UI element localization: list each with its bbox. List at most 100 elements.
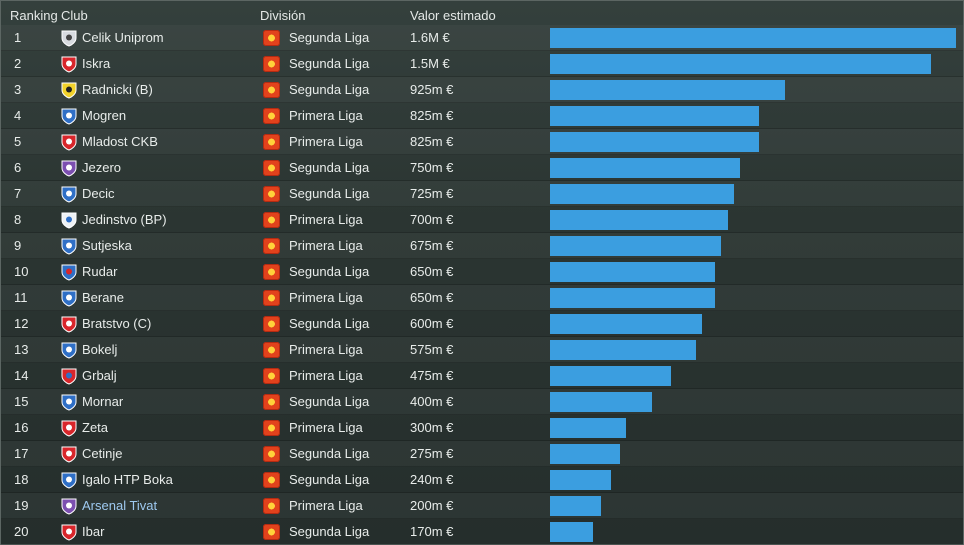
rank-label: 9 — [14, 238, 22, 253]
division-name[interactable]: Segunda Liga — [289, 394, 370, 409]
division-name[interactable]: Segunda Liga — [289, 82, 370, 97]
division-name[interactable]: Primera Liga — [289, 134, 363, 149]
table-row[interactable]: 3 Radnicki (B) Segunda Liga 925m € — [1, 77, 963, 103]
division-name[interactable]: Segunda Liga — [289, 30, 370, 45]
division-name[interactable]: Primera Liga — [289, 238, 363, 253]
red-round-crest-icon — [61, 134, 77, 151]
club-name[interactable]: Arsenal Tivat — [82, 498, 158, 513]
club-name[interactable]: Grbalj — [82, 368, 117, 383]
club-name[interactable]: Ibar — [82, 524, 105, 539]
table-row[interactable]: 16 Zeta Primera Liga 300m € — [1, 415, 963, 441]
division-name[interactable]: Primera Liga — [289, 108, 363, 123]
table-row[interactable]: 6 Jezero Segunda Liga 750m € — [1, 155, 963, 181]
table-row[interactable]: 12 Bratstvo (C) Segunda Liga 600m € — [1, 311, 963, 337]
header-division[interactable]: División — [260, 8, 306, 23]
header-value[interactable]: Valor estimado — [410, 8, 496, 23]
rank-label: 15 — [14, 394, 29, 409]
rank-label: 6 — [14, 160, 22, 175]
table-row[interactable]: 14 Grbalj Primera Liga 475m € — [1, 363, 963, 389]
table-row[interactable]: 19 Arsenal Tivat Primera Liga 200m € — [1, 493, 963, 519]
club-name[interactable]: Igalo HTP Boka — [82, 472, 173, 487]
club-name[interactable]: Bratstvo (C) — [82, 316, 152, 331]
table-row[interactable]: 5 Mladost CKB Primera Liga 825m € — [1, 129, 963, 155]
value-label: 650m € — [410, 264, 454, 279]
division-name[interactable]: Primera Liga — [289, 498, 363, 513]
value-label: 475m € — [410, 368, 454, 383]
division-badge-icon — [263, 108, 280, 124]
value-bar — [550, 236, 721, 256]
club-name[interactable]: Celik Uniprom — [82, 30, 164, 45]
table-row[interactable]: 15 Mornar Segunda Liga 400m € — [1, 389, 963, 415]
header-ranking[interactable]: Ranking — [10, 8, 58, 23]
table-row[interactable]: 7 Decic Segunda Liga 725m € — [1, 181, 963, 207]
rank-label: 7 — [14, 186, 22, 201]
red-shield-crest-icon — [61, 524, 77, 541]
table-row[interactable]: 8 Jedinstvo (BP) Primera Liga 700m € — [1, 207, 963, 233]
rank-label: 18 — [14, 472, 29, 487]
rank-label: 1 — [14, 30, 22, 45]
division-badge-icon — [263, 498, 280, 514]
club-name[interactable]: Iskra — [82, 56, 111, 71]
blue-shield-crest-icon — [61, 394, 77, 411]
table-header: Ranking Club División Valor estimado — [1, 1, 963, 25]
club-name[interactable]: Sutjeska — [82, 238, 132, 253]
division-badge-icon — [263, 186, 280, 202]
table-row[interactable]: 13 Bokelj Primera Liga 575m € — [1, 337, 963, 363]
value-bar — [550, 184, 734, 204]
table-row[interactable]: 10 Rudar Segunda Liga 650m € — [1, 259, 963, 285]
value-label: 700m € — [410, 212, 454, 227]
club-name[interactable]: Bokelj — [82, 342, 118, 357]
club-name[interactable]: Mornar — [82, 394, 124, 409]
table-row[interactable]: 20 Ibar Segunda Liga 170m € — [1, 519, 963, 545]
blue-shield-crest-icon — [61, 472, 77, 489]
division-name[interactable]: Segunda Liga — [289, 160, 370, 175]
club-name[interactable]: Mladost CKB — [82, 134, 158, 149]
division-name[interactable]: Segunda Liga — [289, 264, 370, 279]
division-name[interactable]: Segunda Liga — [289, 446, 370, 461]
division-name[interactable]: Segunda Liga — [289, 472, 370, 487]
table-row[interactable]: 2 Iskra Segunda Liga 1.5M € — [1, 51, 963, 77]
blue-red-crest-icon — [61, 264, 77, 281]
value-label: 200m € — [410, 498, 454, 513]
value-label: 1.5M € — [410, 56, 450, 71]
table-row[interactable]: 18 Igalo HTP Boka Segunda Liga 240m € — [1, 467, 963, 493]
division-badge-icon — [263, 420, 280, 436]
division-name[interactable]: Primera Liga — [289, 342, 363, 357]
table-row[interactable]: 9 Sutjeska Primera Liga 675m € — [1, 233, 963, 259]
value-label: 275m € — [410, 446, 454, 461]
header-club[interactable]: Club — [61, 8, 88, 23]
table-row[interactable]: 4 Mogren Primera Liga 825m € — [1, 103, 963, 129]
division-name[interactable]: Segunda Liga — [289, 524, 370, 539]
division-badge-icon — [263, 212, 280, 228]
club-name[interactable]: Cetinje — [82, 446, 123, 461]
club-name[interactable]: Decic — [82, 186, 115, 201]
division-name[interactable]: Primera Liga — [289, 290, 363, 305]
division-name[interactable]: Segunda Liga — [289, 316, 370, 331]
table-row[interactable]: 1 Celik Uniprom Segunda Liga 1.6M € — [1, 25, 963, 51]
value-bar — [550, 496, 601, 516]
table-row[interactable]: 17 Cetinje Segunda Liga 275m € — [1, 441, 963, 467]
club-name[interactable]: Radnicki (B) — [82, 82, 153, 97]
club-name[interactable]: Rudar — [82, 264, 118, 279]
value-label: 825m € — [410, 134, 454, 149]
division-badge-icon — [263, 446, 280, 462]
table-row[interactable]: 11 Berane Primera Liga 650m € — [1, 285, 963, 311]
value-bar — [550, 80, 785, 100]
value-label: 300m € — [410, 420, 454, 435]
division-name[interactable]: Primera Liga — [289, 368, 363, 383]
division-name[interactable]: Segunda Liga — [289, 56, 370, 71]
division-name[interactable]: Primera Liga — [289, 212, 363, 227]
purple-shield-crest-icon — [61, 160, 77, 177]
division-name[interactable]: Primera Liga — [289, 420, 363, 435]
value-bar — [550, 314, 702, 334]
value-bar — [550, 470, 611, 490]
club-name[interactable]: Berane — [82, 290, 124, 305]
club-name[interactable]: Mogren — [82, 108, 127, 123]
club-name[interactable]: Zeta — [82, 420, 109, 435]
division-name[interactable]: Segunda Liga — [289, 186, 370, 201]
value-bar — [550, 340, 696, 360]
club-name[interactable]: Jezero — [82, 160, 122, 175]
value-bar — [550, 210, 728, 230]
value-bar — [550, 28, 956, 48]
club-name[interactable]: Jedinstvo (BP) — [82, 212, 167, 227]
